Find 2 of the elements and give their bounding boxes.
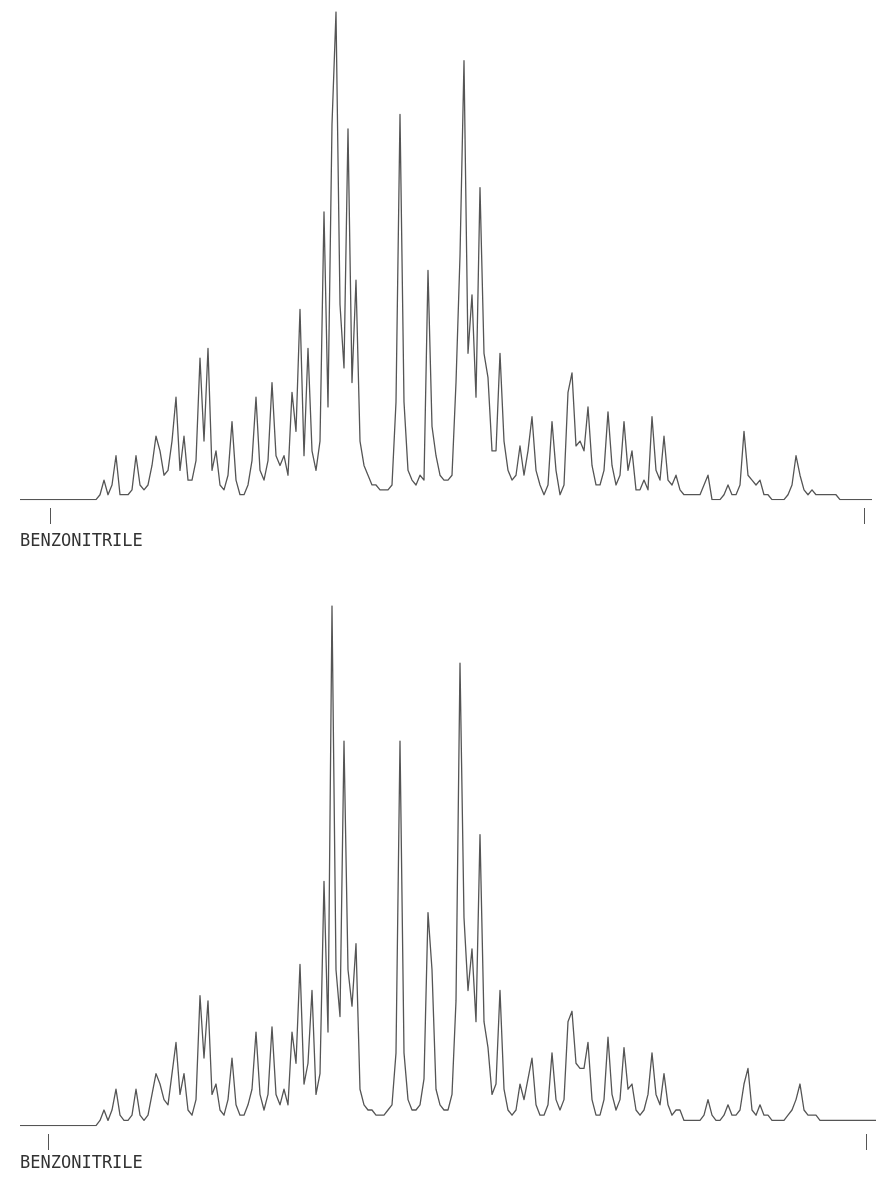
text: BENZONITRILE [20, 1152, 143, 1173]
text: BENZONITRILE [20, 530, 143, 551]
